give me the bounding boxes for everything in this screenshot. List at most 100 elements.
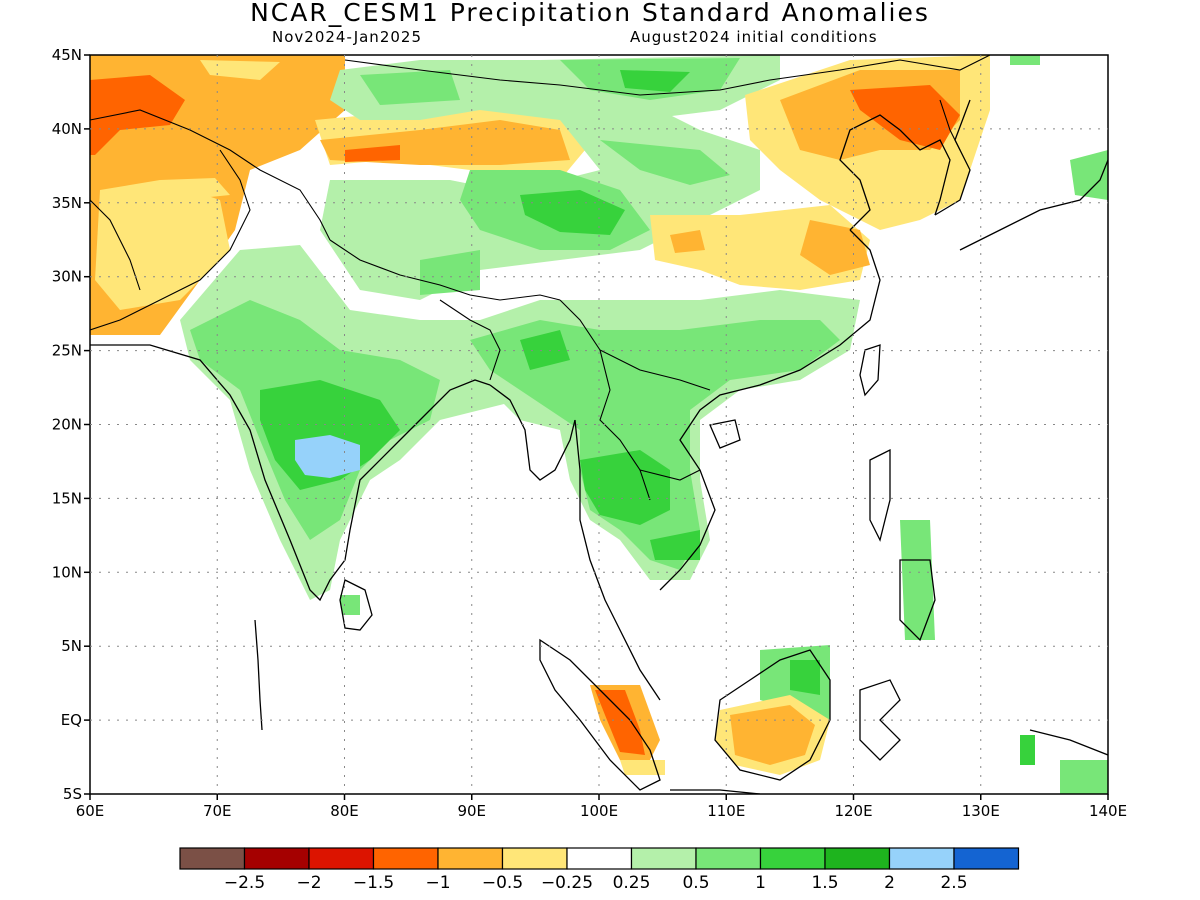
- lon-tick-label: 110E: [707, 802, 745, 820]
- coastline-maldives: [254, 619, 263, 731]
- coastline-sumatra: [539, 638, 661, 791]
- lon-tick-label: 120E: [834, 802, 872, 820]
- anomaly-patch: [200, 60, 280, 80]
- colorbar-swatch: [566, 847, 633, 870]
- colorbar-label: −1.5: [353, 873, 394, 893]
- anomaly-patch: [520, 190, 625, 235]
- lon-tick-label: 140E: [1089, 802, 1127, 820]
- coastline-hainan: [709, 419, 741, 449]
- lat-tick-label: 45N: [52, 46, 82, 64]
- forecast-period: Nov2024-Jan2025: [272, 28, 422, 46]
- lon-tick-label: 70E: [203, 802, 232, 820]
- anomaly-patch: [470, 320, 840, 570]
- anomaly-patch: [900, 520, 935, 640]
- lon-tick-label: 90E: [457, 802, 486, 820]
- anomaly-patch: [1060, 760, 1108, 794]
- anomaly-patch: [670, 230, 705, 253]
- colorbar-label: 1: [755, 873, 766, 893]
- coastline-indochina: [659, 229, 881, 591]
- colorbar-label: 1.5: [811, 873, 838, 893]
- colorbar-swatch: [824, 847, 891, 870]
- lat-tick-label: EQ: [61, 711, 82, 729]
- lon-tick-label: 130E: [962, 802, 1000, 820]
- graticule: [90, 55, 1108, 794]
- coastline-taiwan: [859, 344, 881, 397]
- anomaly-patch: [790, 660, 820, 695]
- colorbar-swatch: [953, 847, 1020, 870]
- coastline-india: [90, 344, 491, 602]
- anomaly-patch: [95, 180, 230, 310]
- border-line: [439, 299, 501, 381]
- border-line: [344, 55, 991, 96]
- anomaly-patch: [580, 450, 670, 525]
- border-line: [90, 199, 141, 291]
- anomaly-patch: [1010, 55, 1040, 65]
- anomaly-patch: [360, 70, 460, 105]
- border-line: [559, 299, 711, 391]
- lat-tick-label: 5S: [63, 785, 82, 803]
- lat-tick-label: 15N: [52, 489, 82, 507]
- colorbar: −2.5 −2 −1.5 −1 −0.5 −0.25 0.25 0.5 1 1.5 2 2.5: [179, 847, 1020, 893]
- anomaly-patch: [345, 145, 400, 162]
- anomaly-patch: [650, 530, 700, 560]
- colorbar-label: −1: [425, 873, 450, 893]
- coastline-srilanka: [339, 579, 373, 631]
- anomaly-field: [90, 55, 1108, 794]
- border-line: [599, 349, 651, 501]
- lat-tick-label: 20N: [52, 416, 82, 434]
- colorbar-swatch: [437, 847, 504, 870]
- lat-tick-label: 25N: [52, 342, 82, 360]
- political-borders: [90, 55, 991, 501]
- initial-conditions: August2024 initial conditions: [630, 28, 878, 46]
- lon-axis: 60E 70E 80E 90E 100E 110E 120E 130E 140E: [76, 794, 1127, 820]
- coastline-bay: [489, 384, 576, 481]
- lat-tick-label: 40N: [52, 120, 82, 138]
- lon-tick-label: 100E: [580, 802, 618, 820]
- anomaly-patch: [160, 178, 230, 200]
- anomaly-patch: [520, 330, 570, 370]
- colorbar-swatch: [308, 847, 375, 870]
- lat-tick-label: 10N: [52, 563, 82, 581]
- coastline-newguinea: [1029, 729, 1108, 756]
- colorbar-swatch: [630, 847, 697, 870]
- coastline-luzon: [869, 448, 891, 542]
- border-line: [90, 149, 251, 331]
- coastline-sulawesi: [859, 679, 901, 761]
- anomaly-patch: [340, 595, 360, 615]
- anomaly-patch: [295, 435, 360, 478]
- lon-tick-label: 80E: [330, 802, 359, 820]
- border-line: [639, 469, 701, 481]
- anomaly-patch: [850, 85, 960, 150]
- anomaly-patch: [1020, 735, 1035, 765]
- lat-tick-label: 30N: [52, 268, 82, 286]
- anomaly-patch: [620, 760, 665, 775]
- anomaly-patch: [1070, 150, 1108, 200]
- border-line: [90, 109, 331, 241]
- colorbar-label: 2.5: [940, 873, 967, 893]
- anomaly-patch: [800, 220, 870, 275]
- coastline-malay: [574, 419, 661, 701]
- colorbar-swatch: [695, 847, 762, 870]
- border-line: [939, 99, 961, 151]
- colorbar-swatch: [888, 847, 955, 870]
- anomaly-patch: [320, 60, 760, 300]
- colorbar-label: −2.5: [224, 873, 265, 893]
- colorbar-swatch: [243, 847, 310, 870]
- anomaly-patch: [90, 75, 185, 155]
- colorbar-label: −2: [296, 873, 321, 893]
- coastline-japan: [959, 159, 1108, 251]
- colorbar-label: 2: [884, 873, 895, 893]
- border-line: [329, 239, 561, 301]
- colorbar-swatch: [372, 847, 439, 870]
- colorbar-swatch: [759, 847, 826, 870]
- anomaly-patch: [600, 140, 730, 185]
- colorbar-label: 0.25: [613, 873, 651, 893]
- chart-title: NCAR_CESM1 Precipitation Standard Anomal…: [250, 0, 930, 27]
- colorbar-label: 0.5: [682, 873, 709, 893]
- anomaly-patch: [620, 70, 690, 92]
- lat-axis: 45N 40N 35N 30N 25N 20N 15N 10N 5N EQ 5S: [52, 46, 90, 803]
- anomaly-patch: [595, 690, 645, 755]
- lat-tick-label: 35N: [52, 194, 82, 212]
- coastline-korea: [934, 99, 971, 216]
